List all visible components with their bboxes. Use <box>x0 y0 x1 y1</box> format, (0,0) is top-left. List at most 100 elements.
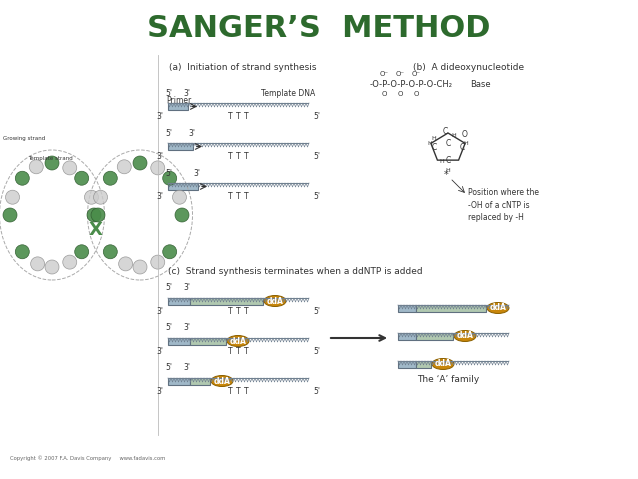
Circle shape <box>175 208 189 222</box>
Bar <box>190 298 263 305</box>
Text: O: O <box>382 91 387 97</box>
Text: 5': 5' <box>313 346 320 355</box>
Bar <box>416 333 453 340</box>
Circle shape <box>15 245 29 259</box>
Text: H: H <box>451 133 456 138</box>
Text: 3': 3' <box>188 128 195 137</box>
Bar <box>398 333 416 340</box>
Text: ddA: ddA <box>434 360 452 368</box>
Circle shape <box>133 260 147 274</box>
Bar <box>190 338 226 345</box>
Text: The ‘A’ family: The ‘A’ family <box>417 376 479 385</box>
Text: ddA: ddA <box>230 337 246 345</box>
Circle shape <box>163 171 177 185</box>
Text: T: T <box>244 346 248 355</box>
Text: O: O <box>462 130 468 139</box>
Text: T: T <box>228 151 232 160</box>
Bar <box>416 361 431 368</box>
Text: T: T <box>244 307 248 316</box>
Text: ddA: ddA <box>457 331 473 341</box>
Text: O⁻: O⁻ <box>380 71 389 77</box>
Text: 3': 3' <box>156 346 163 355</box>
Circle shape <box>63 161 77 175</box>
Bar <box>168 338 190 345</box>
Bar <box>398 361 416 368</box>
Circle shape <box>151 161 165 175</box>
Text: 3': 3' <box>184 364 191 373</box>
Text: C: C <box>442 127 448 136</box>
Text: T: T <box>235 192 241 201</box>
Text: -O-P-O-P-O-P-O-CH₂: -O-P-O-P-O-P-O-CH₂ <box>370 80 453 89</box>
Circle shape <box>119 257 133 271</box>
Circle shape <box>15 171 29 185</box>
Text: (c)  Strand synthesis terminates when a ddNTP is added: (c) Strand synthesis terminates when a d… <box>168 267 422 276</box>
Text: ddA: ddA <box>214 376 230 386</box>
Text: O⁻: O⁻ <box>396 71 404 77</box>
Text: 5': 5' <box>165 169 172 178</box>
Text: Growing strand: Growing strand <box>3 136 45 140</box>
Text: 3': 3' <box>184 89 191 98</box>
Text: 5': 5' <box>165 364 172 373</box>
Text: 3': 3' <box>156 307 163 316</box>
Circle shape <box>87 208 101 222</box>
Text: C: C <box>459 143 464 152</box>
Bar <box>168 103 188 110</box>
Text: T: T <box>235 112 241 121</box>
Circle shape <box>29 160 43 174</box>
Text: T: T <box>235 387 241 396</box>
Text: Position where the
-OH of a cNTP is
replaced by -H: Position where the -OH of a cNTP is repl… <box>468 188 539 222</box>
Text: T: T <box>235 151 241 160</box>
Text: T: T <box>228 346 232 355</box>
Text: C: C <box>445 139 450 148</box>
Circle shape <box>94 190 108 204</box>
Text: T: T <box>244 192 248 201</box>
Text: O: O <box>413 91 419 97</box>
Bar <box>190 378 210 385</box>
Text: O: O <box>397 91 403 97</box>
Text: *: * <box>443 170 449 180</box>
Circle shape <box>63 255 77 269</box>
Ellipse shape <box>264 296 286 307</box>
Text: 3': 3' <box>184 323 191 332</box>
Text: 3': 3' <box>193 169 200 178</box>
Text: Template strand: Template strand <box>28 156 73 160</box>
Text: O⁻: O⁻ <box>412 71 420 77</box>
Text: ddA: ddA <box>489 304 507 312</box>
Bar <box>398 305 416 312</box>
Text: 5': 5' <box>313 112 320 121</box>
Text: 5': 5' <box>165 128 172 137</box>
Bar <box>416 305 486 312</box>
Circle shape <box>91 208 105 222</box>
Ellipse shape <box>487 303 509 313</box>
Text: 5': 5' <box>165 284 172 293</box>
Circle shape <box>163 245 177 259</box>
Ellipse shape <box>454 331 476 342</box>
Text: H: H <box>439 159 444 164</box>
Circle shape <box>45 156 59 170</box>
Circle shape <box>172 190 186 204</box>
Bar <box>168 378 190 385</box>
Ellipse shape <box>432 358 454 369</box>
Circle shape <box>75 171 89 185</box>
Circle shape <box>103 171 117 185</box>
Circle shape <box>103 245 117 259</box>
Text: H: H <box>445 168 450 173</box>
Text: Primer: Primer <box>166 95 191 104</box>
Text: SANGER’S  METHOD: SANGER’S METHOD <box>147 13 491 43</box>
Circle shape <box>151 255 165 269</box>
Text: T: T <box>228 387 232 396</box>
Ellipse shape <box>211 376 233 387</box>
Text: T: T <box>235 346 241 355</box>
Text: 5': 5' <box>165 323 172 332</box>
Text: T: T <box>235 307 241 316</box>
Text: C: C <box>445 156 450 165</box>
Text: Template DNA: Template DNA <box>261 89 315 98</box>
Text: C: C <box>431 143 436 152</box>
Text: T: T <box>228 307 232 316</box>
Text: T: T <box>244 112 248 121</box>
Circle shape <box>84 190 98 204</box>
Text: 5': 5' <box>165 89 172 98</box>
Text: 5': 5' <box>313 192 320 201</box>
Ellipse shape <box>227 335 249 346</box>
Text: 5': 5' <box>313 387 320 396</box>
